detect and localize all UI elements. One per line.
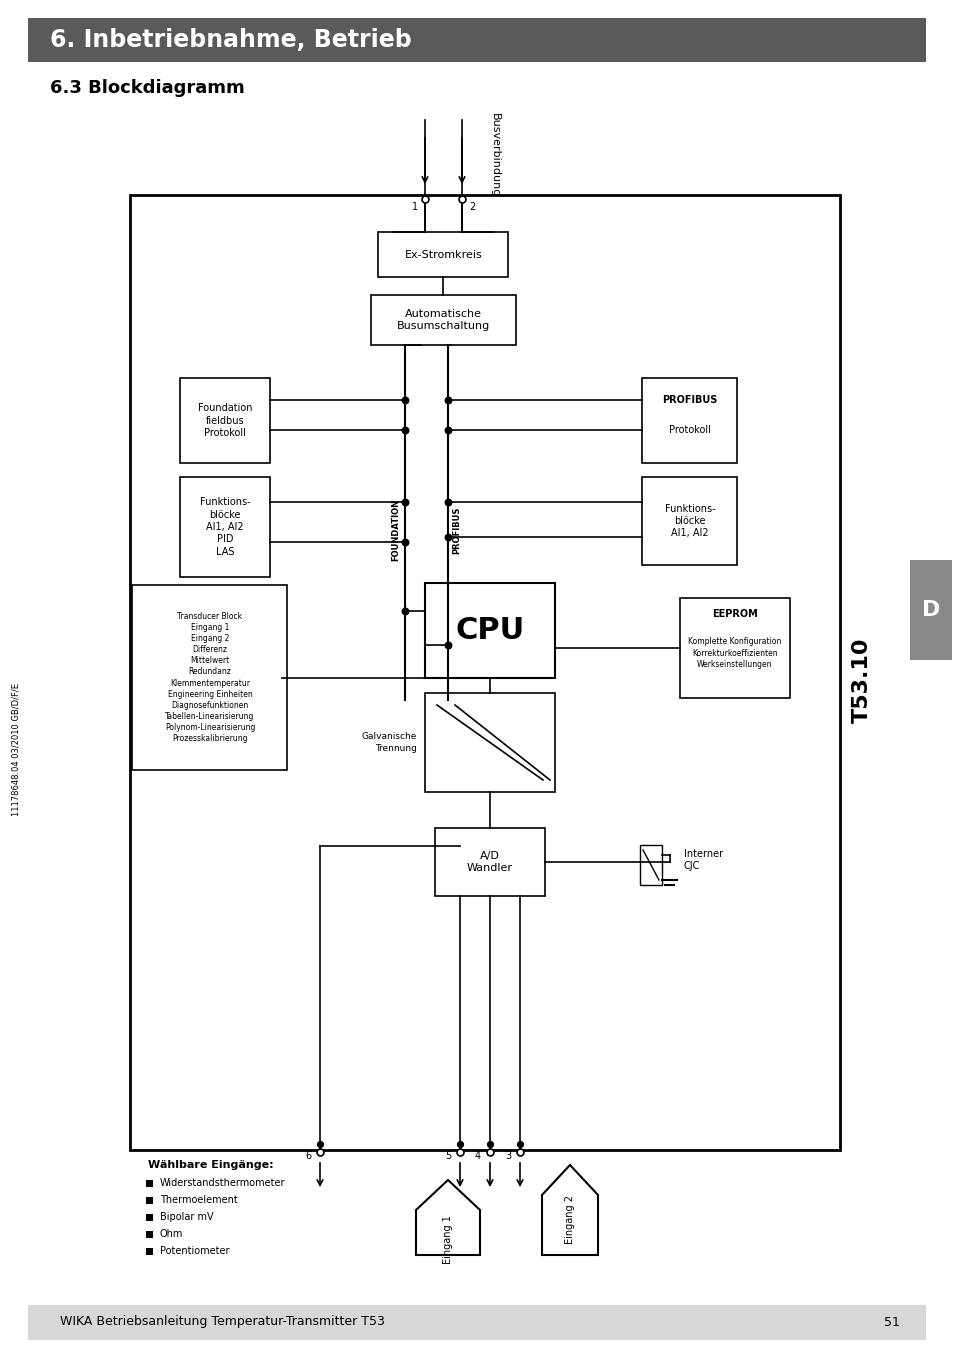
Text: Funktions-
blöcke
AI1, AI2
PID
LAS: Funktions- blöcke AI1, AI2 PID LAS	[199, 498, 250, 557]
Text: Komplette Konfiguration
Korrekturkoeffizienten
Werkseinstellungen: Komplette Konfiguration Korrekturkoeffiz…	[688, 638, 781, 668]
Bar	[679, 599, 789, 698]
Text: 11178648.04 03/2010 GB/D/F/E: 11178648.04 03/2010 GB/D/F/E	[11, 683, 20, 816]
Text: Interner
CJC: Interner CJC	[683, 849, 722, 872]
Bar	[146, 1180, 152, 1188]
Text: T53.10: T53.10	[851, 638, 871, 722]
Bar	[909, 560, 951, 660]
Text: EEPROM: EEPROM	[711, 609, 757, 619]
Bar	[28, 1305, 925, 1340]
Text: 5: 5	[444, 1151, 451, 1161]
Bar	[371, 295, 516, 346]
Text: Ex-Stromkreis: Ex-Stromkreis	[404, 250, 482, 260]
Text: WIKA Betriebsanleitung Temperatur-Transmitter T53: WIKA Betriebsanleitung Temperatur-Transm…	[60, 1315, 384, 1329]
Text: PROFIBUS: PROFIBUS	[661, 395, 717, 405]
Text: Potentiometer: Potentiometer	[160, 1245, 230, 1256]
Bar	[28, 17, 925, 62]
Text: 4: 4	[475, 1151, 480, 1161]
Bar	[130, 195, 840, 1150]
Text: 6. Inbetriebnahme, Betrieb: 6. Inbetriebnahme, Betrieb	[50, 28, 412, 52]
Text: Foundation
fieldbus
Protokoll: Foundation fieldbus Protokoll	[197, 404, 252, 438]
Text: A/D
Wandler: A/D Wandler	[467, 851, 513, 873]
Bar	[641, 378, 737, 463]
Bar	[639, 845, 661, 885]
Text: Eingang 1: Eingang 1	[442, 1216, 453, 1264]
Bar	[146, 1231, 152, 1237]
Bar	[424, 582, 555, 678]
Bar	[180, 477, 270, 577]
Bar	[424, 693, 555, 792]
Text: 6.3 Blockdiagramm: 6.3 Blockdiagramm	[50, 79, 245, 97]
Bar	[146, 1248, 152, 1255]
Text: FOUNDATION: FOUNDATION	[391, 499, 400, 561]
Text: D: D	[921, 600, 940, 620]
Bar	[132, 585, 287, 769]
Text: 1: 1	[412, 202, 417, 213]
Text: PROFIBUS: PROFIBUS	[452, 506, 461, 554]
Bar	[146, 1197, 152, 1204]
Text: Eingang 2: Eingang 2	[564, 1196, 575, 1244]
Bar	[378, 231, 508, 277]
Text: Transducer Block
Eingang 1
Eingang 2
Differenz
Mittelwert
Redundanz
Klemmentempe: Transducer Block Eingang 1 Eingang 2 Dif…	[165, 612, 254, 742]
Text: Ohm: Ohm	[160, 1229, 183, 1239]
Text: CPU: CPU	[455, 616, 524, 646]
Text: Wählbare Eingänge:: Wählbare Eingänge:	[148, 1159, 274, 1170]
Text: 51: 51	[883, 1315, 899, 1329]
Bar	[435, 829, 544, 896]
Text: Widerstandsthermometer: Widerstandsthermometer	[160, 1178, 285, 1188]
Bar	[641, 477, 737, 565]
Text: 3: 3	[504, 1151, 511, 1161]
Text: Thermoelement: Thermoelement	[160, 1194, 237, 1205]
Text: Bipolar mV: Bipolar mV	[160, 1212, 213, 1223]
Bar	[180, 378, 270, 463]
Text: Busverbindung: Busverbindung	[490, 113, 499, 198]
Text: Automatische
Busumschaltung: Automatische Busumschaltung	[396, 309, 490, 331]
Text: Galvanische
Trennung: Galvanische Trennung	[361, 733, 416, 753]
Bar	[146, 1215, 152, 1221]
Text: 6: 6	[305, 1151, 311, 1161]
Text: Funktions-
blöcke
AI1, AI2: Funktions- blöcke AI1, AI2	[664, 503, 715, 538]
Text: 2: 2	[468, 202, 475, 213]
Text: Protokoll: Protokoll	[668, 425, 710, 434]
